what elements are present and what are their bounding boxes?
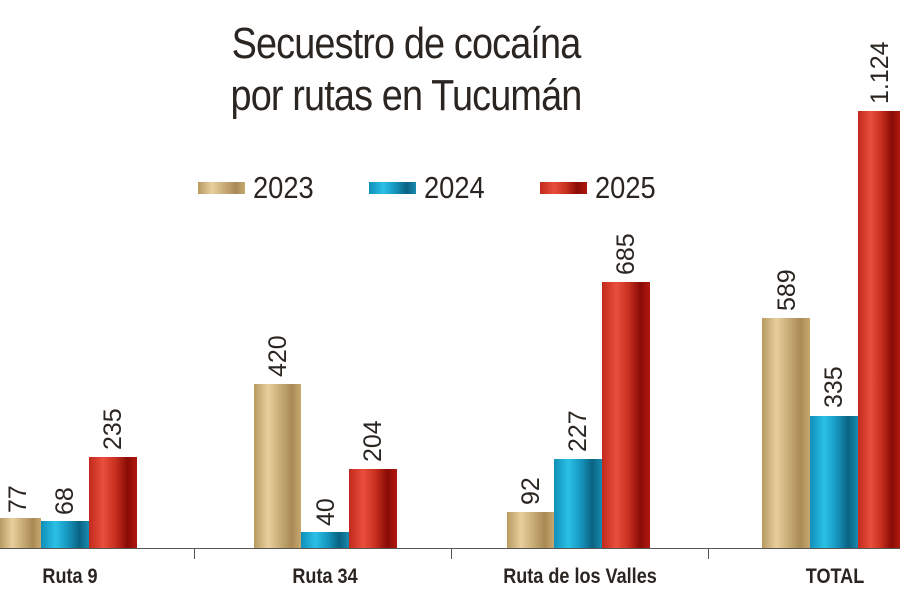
value-label: 235 — [99, 408, 127, 450]
bar-valles-2023 — [507, 512, 554, 548]
value-label: 40 — [312, 498, 340, 526]
legend-swatch-2023 — [198, 182, 245, 194]
bar-ruta9-2024 — [41, 521, 89, 548]
value-label: 1.124 — [866, 41, 894, 104]
category-label-ruta34: Ruta 34 — [292, 565, 358, 588]
x-axis-tick — [194, 548, 195, 559]
value-label: 335 — [820, 366, 848, 408]
bar-total-2024 — [810, 416, 858, 548]
legend-item-2025: 2025 — [540, 170, 687, 206]
chart-title: Secuestro de cocaína por rutas en Tucumá… — [57, 18, 755, 122]
value-label: 685 — [612, 233, 640, 275]
x-axis-tick — [451, 548, 452, 559]
bar-ruta9-2023 — [0, 518, 41, 548]
legend-swatch-2025 — [540, 182, 587, 194]
category-label-total: TOTAL — [805, 565, 865, 588]
bar-ruta9-2025 — [89, 457, 137, 548]
legend: 2023 2024 2025 — [198, 168, 711, 208]
value-label: 204 — [359, 420, 387, 462]
x-axis-tick — [708, 548, 709, 559]
value-label: 68 — [51, 487, 79, 515]
legend-swatch-2024 — [369, 182, 416, 194]
bar-ruta34-2023 — [254, 384, 301, 548]
legend-item-2023: 2023 — [198, 170, 345, 206]
legend-item-2024: 2024 — [369, 170, 516, 206]
bar-valles-2024 — [554, 459, 602, 548]
x-axis-baseline — [0, 548, 900, 549]
bar-ruta34-2024 — [301, 532, 349, 548]
bar-total-2025 — [858, 111, 900, 548]
bar-valles-2025 — [602, 282, 650, 548]
category-label-ruta9: Ruta 9 — [42, 565, 98, 588]
value-label: 420 — [264, 335, 292, 377]
title-line-2: por rutas en Tucumán — [230, 71, 583, 120]
title-line-1: Secuestro de cocaína — [231, 19, 582, 68]
value-label: 227 — [564, 410, 592, 452]
value-label: 589 — [773, 269, 801, 311]
legend-label-2025: 2025 — [595, 170, 656, 205]
bar-ruta34-2025 — [349, 469, 397, 548]
bar-total-2023 — [762, 318, 810, 548]
legend-label-2023: 2023 — [253, 170, 314, 205]
legend-label-2024: 2024 — [424, 170, 485, 205]
category-label-valles: Ruta de los Valles — [503, 565, 657, 588]
value-label: 77 — [4, 485, 32, 513]
value-label: 92 — [517, 477, 545, 505]
